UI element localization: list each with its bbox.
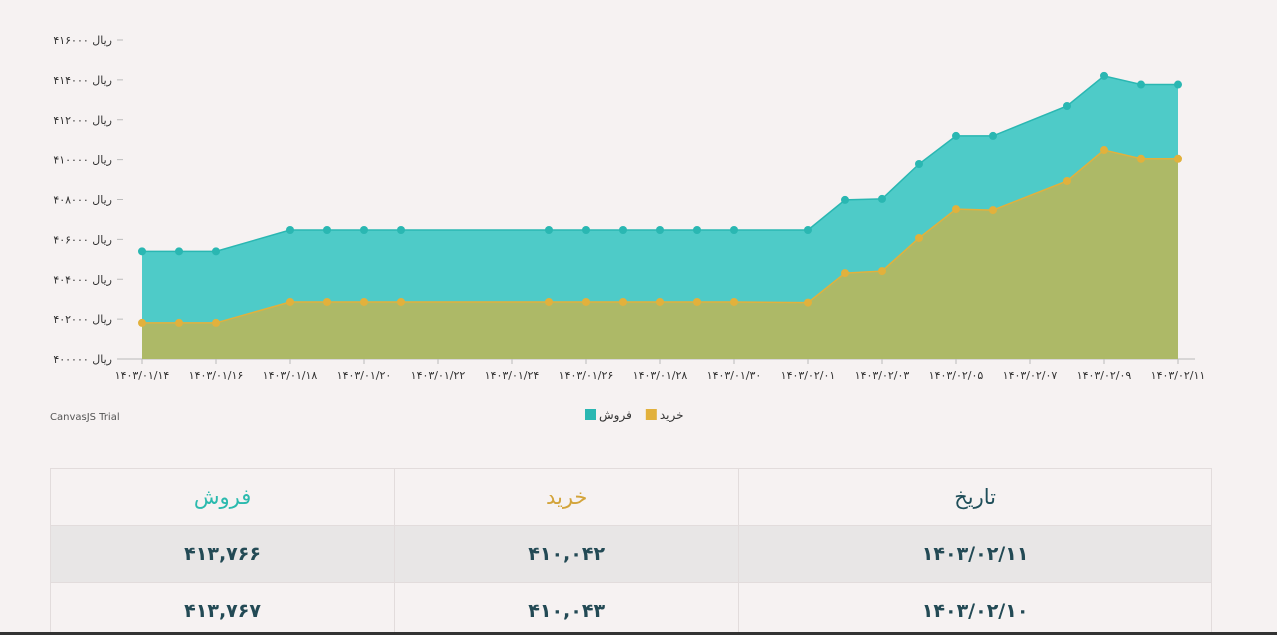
legend-swatch bbox=[585, 409, 596, 420]
point bbox=[952, 131, 960, 140]
point bbox=[878, 267, 886, 276]
x-tick-label: ۱۴۰۳/۰۲/۰۹ bbox=[1077, 369, 1132, 382]
y-tick-label: ریال ۴۱۶۰۰۰ bbox=[53, 34, 112, 47]
point bbox=[1137, 80, 1145, 89]
legend-swatch bbox=[645, 409, 657, 420]
x-tick-label: ۱۴۰۳/۰۱/۲۰ bbox=[337, 369, 392, 382]
point bbox=[841, 269, 849, 278]
table-row: ۱۴۰۳/۰۲/۱۱ ۴۱۰,۰۴۲ ۴۱۳,۷۶۶ bbox=[49, 525, 1212, 583]
point bbox=[323, 297, 331, 306]
x-tick-label: ۱۴۰۳/۰۱/۲۶ bbox=[559, 369, 614, 382]
point bbox=[397, 226, 405, 235]
header-row: تاریخ خرید فروش bbox=[49, 468, 1212, 526]
point bbox=[915, 160, 923, 169]
x-tick-label: ۱۴۰۳/۰۱/۲۲ bbox=[411, 369, 466, 382]
point bbox=[1063, 101, 1071, 110]
x-tick-label: ۱۴۰۳/۰۱/۱۶ bbox=[189, 369, 244, 382]
table-cell: ۱۴۰۳/۰۲/۱۰ bbox=[738, 582, 1212, 635]
header-cell: خرید bbox=[394, 468, 740, 526]
price-table: تاریخ خرید فروش ۱۴۰۳/۰۲/۱۱ ۴۱۰,۰۴۲ ۴۱۳,۷۶۶ ۱۴… bbox=[49, 468, 1212, 635]
x-tick-label: ۱۴۰۳/۰۲/۰۳ bbox=[855, 369, 910, 382]
table-row: ۱۴۰۳/۰۲/۱۰ ۴۱۰,۰۴۳ ۴۱۳,۷۶۷ bbox=[49, 582, 1212, 635]
point bbox=[360, 226, 368, 235]
point bbox=[693, 297, 701, 306]
divider bbox=[0, 632, 1277, 635]
header-cell: فروش bbox=[49, 468, 396, 526]
point bbox=[693, 226, 701, 235]
x-tick-label: ۱۴۰۳/۰۱/۳۰ bbox=[707, 369, 762, 382]
y-tick-label: ریال ۴۰۸۰۰۰ bbox=[53, 194, 112, 207]
point bbox=[656, 297, 664, 306]
point bbox=[619, 226, 627, 235]
point bbox=[212, 318, 220, 327]
point bbox=[545, 297, 553, 306]
table-body: ۱۴۰۳/۰۲/۱۱ ۴۱۰,۰۴۲ ۴۱۳,۷۶۶ ۱۴۰۳/۰۲/۱۰ ۴۱۰,۰۴… bbox=[49, 525, 1212, 635]
table-cell: ۴۱۳,۷۶۶ bbox=[49, 525, 396, 583]
x-tick-label: ۱۴۰۳/۰۱/۱۴ bbox=[115, 369, 170, 382]
point bbox=[952, 205, 960, 214]
x-tick-label: ۱۴۰۳/۰۲/۱۱ bbox=[1151, 369, 1206, 382]
legend-label: خرید bbox=[660, 408, 684, 423]
point bbox=[1174, 154, 1182, 163]
credit: CanvasJS Trial bbox=[50, 412, 120, 423]
legend-item: خرید bbox=[645, 408, 684, 423]
point bbox=[286, 226, 294, 235]
point bbox=[545, 226, 553, 235]
table-cell: ۱۴۰۳/۰۲/۱۱ bbox=[738, 525, 1212, 583]
point bbox=[360, 297, 368, 306]
y-tick-label: ریال ۴۱۲۰۰۰ bbox=[53, 114, 112, 127]
point bbox=[656, 226, 664, 235]
point bbox=[323, 226, 331, 235]
point bbox=[915, 233, 923, 242]
point bbox=[989, 206, 997, 215]
x-tick-label: ۱۴۰۳/۰۱/۲۸ bbox=[633, 369, 688, 382]
point bbox=[1100, 71, 1108, 80]
point bbox=[175, 247, 183, 256]
chart: CanvasJS Trial ریال ۴۰۰۰۰۰ ریال ۴۰۲۰۰۰ ریا… bbox=[50, 34, 1206, 423]
y-tick-label: ریال ۴۱۰۰۰۰ bbox=[53, 154, 112, 167]
point bbox=[804, 226, 812, 235]
y-tick-label: ریال ۴۰۰۰۰۰ bbox=[53, 353, 112, 366]
point bbox=[989, 131, 997, 140]
point bbox=[1100, 146, 1108, 155]
point bbox=[212, 247, 220, 256]
table-cell: ۴۱۰,۰۴۲ bbox=[394, 525, 740, 583]
legend-item: فروش bbox=[585, 408, 632, 423]
point bbox=[841, 195, 849, 204]
table-cell: ۴۱۰,۰۴۳ bbox=[394, 582, 740, 635]
point bbox=[175, 318, 183, 327]
point bbox=[878, 194, 886, 203]
area bbox=[142, 150, 1178, 359]
point bbox=[1063, 176, 1071, 185]
y-tick-label: ریال ۴۰۲۰۰۰ bbox=[53, 313, 112, 326]
point bbox=[582, 297, 590, 306]
y-tick-label: ریال ۴۱۴۰۰۰ bbox=[53, 74, 112, 87]
point bbox=[1137, 154, 1145, 163]
x-tick-label: ۱۴۰۳/۰۲/۰۱ bbox=[781, 369, 836, 382]
x-tick-label: ۱۴۰۳/۰۲/۰۵ bbox=[929, 369, 984, 382]
x-tick-label: ۱۴۰۳/۰۲/۰۷ bbox=[1003, 369, 1058, 382]
point bbox=[619, 297, 627, 306]
point bbox=[1174, 80, 1182, 89]
point bbox=[286, 297, 294, 306]
table-cell: ۴۱۳,۷۶۷ bbox=[49, 582, 396, 635]
point bbox=[730, 226, 738, 235]
y-tick-label: ریال ۴۰۶۰۰۰ bbox=[53, 233, 112, 246]
y-tick-label: ریال ۴۰۴۰۰۰ bbox=[53, 273, 112, 286]
point bbox=[804, 298, 812, 307]
x-tick-label: ۱۴۰۳/۰۱/۱۸ bbox=[263, 369, 318, 382]
point bbox=[138, 247, 146, 256]
point bbox=[138, 318, 146, 327]
x-tick-label: ۱۴۰۳/۰۱/۲۴ bbox=[485, 369, 540, 382]
legend-label: فروش bbox=[599, 408, 632, 423]
point bbox=[397, 297, 405, 306]
point bbox=[582, 226, 590, 235]
header-cell: تاریخ bbox=[738, 468, 1212, 526]
point bbox=[730, 297, 738, 306]
